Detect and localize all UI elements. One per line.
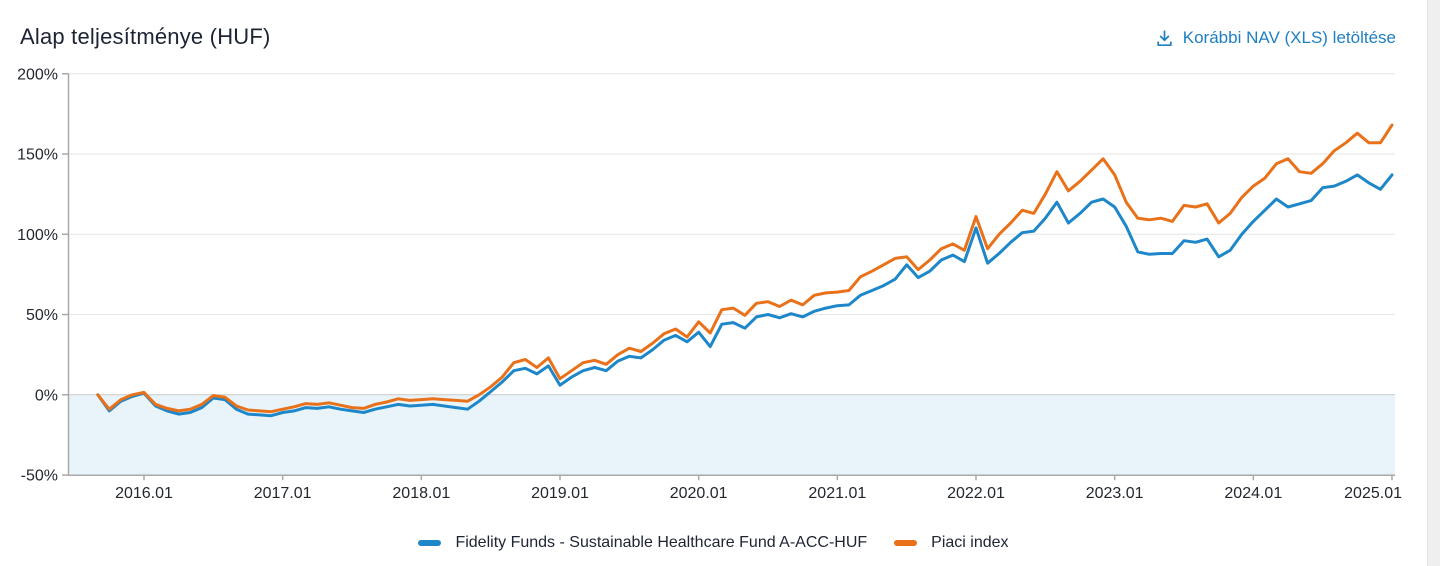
y-tick-label: 200% (17, 66, 58, 83)
download-icon (1157, 29, 1172, 46)
chart-legend: Fidelity Funds - Sustainable Healthcare … (0, 534, 1427, 552)
y-tick-label: 0% (35, 387, 58, 404)
index-series-label: Piaci index (931, 534, 1009, 551)
page-scrollbar-track[interactable] (1427, 0, 1440, 566)
download-nav-link[interactable]: Korábbi NAV (XLS) letöltése (1155, 28, 1396, 48)
y-tick-label: -50% (21, 468, 58, 485)
fund-line (96, 173, 1394, 418)
index-series-swatch (894, 540, 918, 546)
x-tick-label: 2022.01 (947, 485, 1005, 502)
negative-zone-fill (68, 394, 1395, 476)
y-tick-label: 100% (17, 227, 58, 244)
performance-chart: 200% 150% 100% 50% 0% -50% 2016.01 2017.01 2018.… (17, 66, 1402, 502)
fund-series-swatch (418, 540, 442, 546)
market-index-line (96, 123, 1394, 414)
x-tick-label: 2021.01 (808, 485, 866, 502)
x-tick-label: 2016.01 (115, 485, 173, 502)
x-tick-label: 2019.01 (531, 485, 589, 502)
legend-item-fund[interactable]: Fidelity Funds - Sustainable Healthcare … (418, 534, 867, 552)
y-tick-label: 150% (17, 147, 58, 164)
download-link-label: Korábbi NAV (XLS) letöltése (1182, 28, 1396, 47)
y-tick-label: 50% (26, 307, 58, 324)
x-tick-label: 2024.01 (1224, 485, 1282, 502)
fund-series-label: Fidelity Funds - Sustainable Healthcare … (455, 534, 868, 551)
x-tick-label: 2025.01 (1344, 485, 1402, 502)
x-tick-label: 2023.01 (1086, 485, 1144, 502)
x-tick-label: 2020.01 (670, 485, 728, 502)
legend-item-market-index[interactable]: Piaci index (894, 534, 1009, 552)
x-tick-label: 2017.01 (254, 485, 312, 502)
x-tick-label: 2018.01 (392, 485, 450, 502)
page-title: Alap teljesítménye (HUF) (20, 24, 271, 49)
